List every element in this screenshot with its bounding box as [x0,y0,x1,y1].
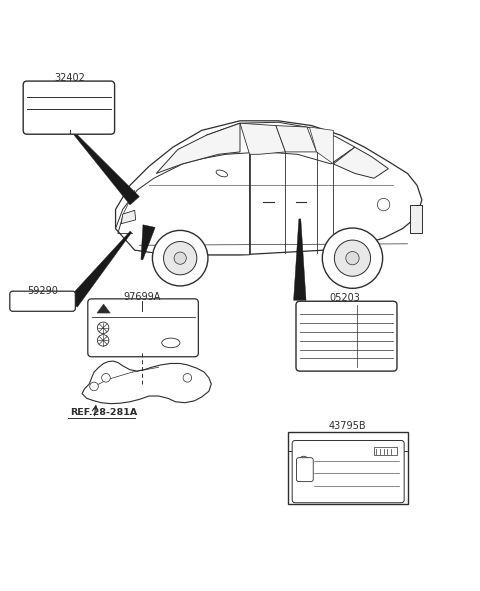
Bar [288,432,408,504]
FancyBboxPatch shape [23,81,115,134]
Polygon shape [310,127,333,164]
Text: REF.28-281A: REF.28-281A [70,408,137,417]
Polygon shape [141,225,155,260]
Text: 05203: 05203 [330,293,361,303]
Polygon shape [116,152,250,255]
Polygon shape [71,130,139,205]
Polygon shape [97,304,110,313]
Polygon shape [121,210,136,224]
Ellipse shape [216,170,228,177]
Polygon shape [156,123,240,173]
Text: 43795B: 43795B [329,421,367,431]
Text: 97699A: 97699A [123,292,161,302]
Bar [373,447,397,455]
Circle shape [183,374,192,382]
Polygon shape [82,361,211,404]
Text: 32402: 32402 [55,73,85,83]
Polygon shape [240,123,286,154]
Polygon shape [68,231,132,307]
Circle shape [174,252,186,264]
FancyBboxPatch shape [10,291,75,311]
Circle shape [335,240,371,276]
Polygon shape [182,122,355,164]
Bar [410,204,422,233]
Circle shape [346,252,359,265]
Circle shape [90,382,98,391]
FancyBboxPatch shape [297,457,313,482]
FancyBboxPatch shape [88,299,198,357]
Circle shape [102,374,110,382]
Circle shape [153,230,208,286]
FancyBboxPatch shape [292,440,404,503]
Text: 59290: 59290 [27,285,58,296]
Circle shape [323,228,383,288]
Circle shape [164,242,197,275]
Polygon shape [294,219,306,300]
Polygon shape [333,147,388,178]
FancyBboxPatch shape [296,301,397,371]
Ellipse shape [162,338,180,348]
Polygon shape [116,121,422,255]
Polygon shape [276,126,317,152]
